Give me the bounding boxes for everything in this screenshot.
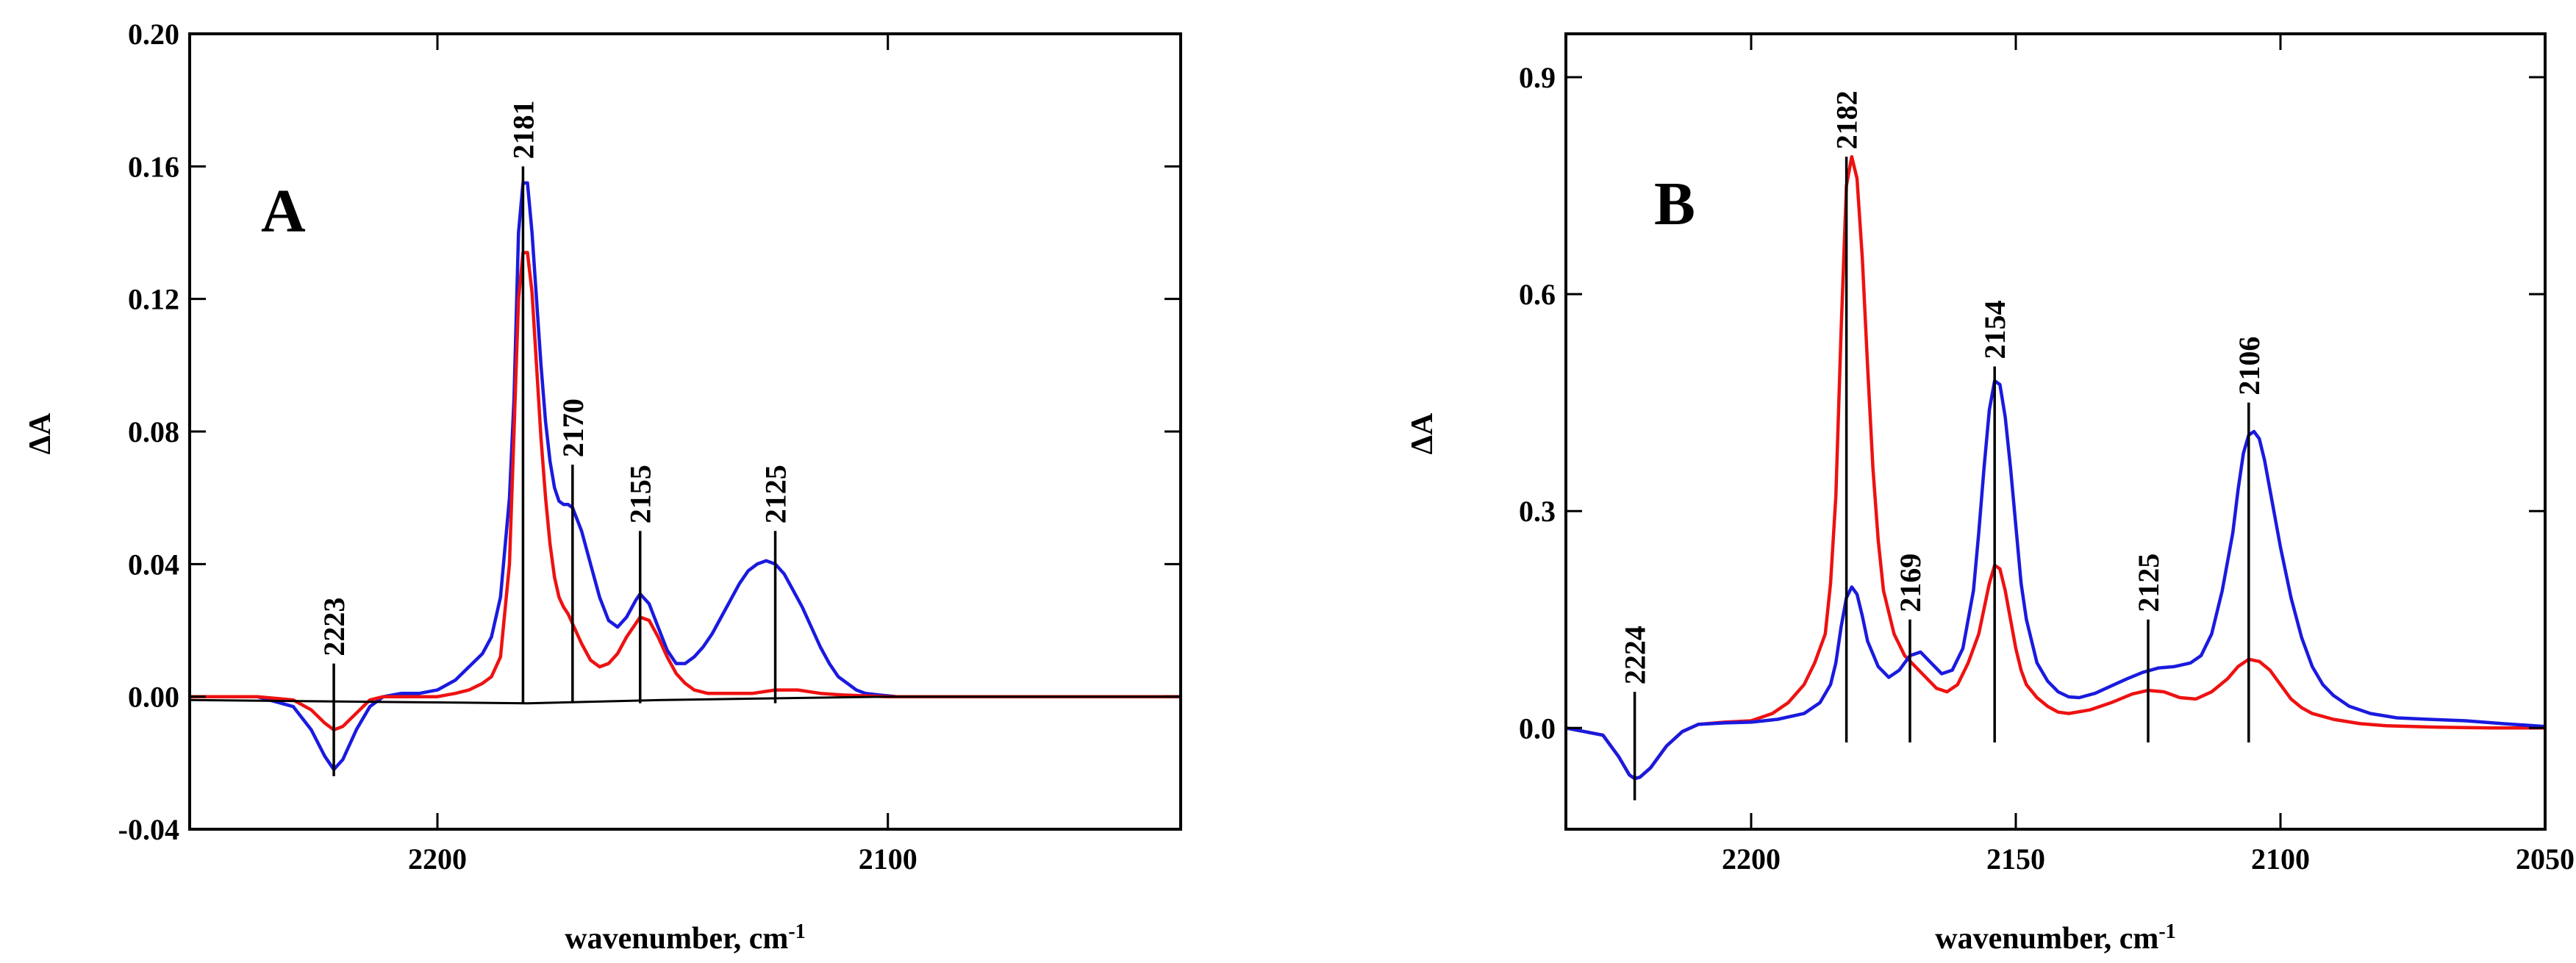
panel-b-x-tick-label: 2200 <box>1722 842 1781 876</box>
panel-b-x-axis-title: wavenumber, cm-1 <box>1935 920 2175 956</box>
panel-a-peak-label: 2223 <box>318 598 351 656</box>
panel-a-letter: A <box>261 177 306 246</box>
panel-b-series-blue <box>1567 379 2544 781</box>
panel-a-peak-label: 2181 <box>507 100 540 159</box>
panel-a-frame <box>188 32 1182 831</box>
panel-b-ticks: 2200 2150 2100 2050 0.0 0.3 0.6 0.9 <box>1519 34 2575 876</box>
panel-a-x-axis-title-text: wavenumber, cm <box>565 922 788 956</box>
panel-b-peak-label: 2106 <box>2233 337 2266 395</box>
panel-b-x-tick-label: 2050 <box>2516 842 2575 876</box>
panel-a-series-blue <box>191 181 1179 772</box>
panel-b-x-tick-label: 2150 <box>1986 842 2045 876</box>
panel-b-peak-label: 2224 <box>1619 626 1652 684</box>
panel-b-x-axis-title-sup: -1 <box>2158 920 2175 943</box>
panel-b-frame <box>1564 32 2547 831</box>
panel-a-y-axis-title: ΔA <box>24 412 57 454</box>
panel-a-x-tick-label: 2100 <box>859 842 917 876</box>
panel-b-y-axis-title: ΔA <box>1406 412 1439 454</box>
panel-a-y-tick-label: 0.04 <box>128 548 179 581</box>
panel-a-series-red <box>191 251 1179 732</box>
panel-a-series-black <box>191 695 1179 705</box>
panel-b: 2200 2150 2100 2050 0.0 0.3 0.6 0.9 2224 2182 216… <box>1406 32 2575 956</box>
panel-a-y-tick-label: 0.20 <box>128 18 179 51</box>
panel-b-peak-label: 2125 <box>2132 554 2165 612</box>
panel-a-peak-label: 2170 <box>557 398 590 457</box>
panel-a-y-tick-label: 0.16 <box>128 150 179 183</box>
panel-a-peak-label: 2125 <box>759 465 793 523</box>
panel-b-letter: B <box>1654 170 1695 238</box>
panel-a-x-axis-title-sup: -1 <box>788 920 805 943</box>
panel-b-y-tick-label: 0.3 <box>1519 495 1556 528</box>
panel-a-y-tick-label: 0.08 <box>128 415 179 448</box>
panel-a-x-axis-title: wavenumber, cm-1 <box>565 920 805 956</box>
panel-b-series-red <box>1567 154 2544 781</box>
panel-a: 2200 2100 -0.04 0.00 0.04 0.08 0.12 0.16 0.20 22… <box>24 18 1182 956</box>
panel-a-y-tick-label: 0.00 <box>128 681 179 714</box>
panel-b-plot-content <box>1567 154 2544 781</box>
panel-a-y-tick-label: -0.04 <box>118 813 179 846</box>
panel-a-y-tick-label: 0.12 <box>128 283 179 316</box>
panel-a-plot-content <box>191 181 1179 772</box>
panel-b-y-tick-label: 0.9 <box>1519 61 1556 94</box>
panel-b-peak-label: 2169 <box>1894 554 1927 612</box>
panel-b-peaks: 2224 2182 2169 2154 2125 2106 <box>1619 90 2266 801</box>
panel-b-y-tick-label: 0.0 <box>1519 712 1556 745</box>
panel-b-x-tick-label: 2100 <box>2251 842 2310 876</box>
panel-a-x-tick-label: 2200 <box>408 842 467 876</box>
panel-a-ticks: 2200 2100 -0.04 0.00 0.04 0.08 0.12 0.16 0.20 <box>118 18 1181 876</box>
panel-b-x-axis-title-text: wavenumber, cm <box>1935 922 2158 956</box>
panel-a-peaks: 2223 2181 2170 2155 2125 <box>318 100 793 776</box>
panel-b-peak-label: 2154 <box>1978 300 2011 359</box>
panel-b-y-tick-label: 0.6 <box>1519 278 1556 311</box>
panel-a-peak-label: 2155 <box>624 465 657 523</box>
panel-b-peak-label: 2182 <box>1831 90 1864 149</box>
